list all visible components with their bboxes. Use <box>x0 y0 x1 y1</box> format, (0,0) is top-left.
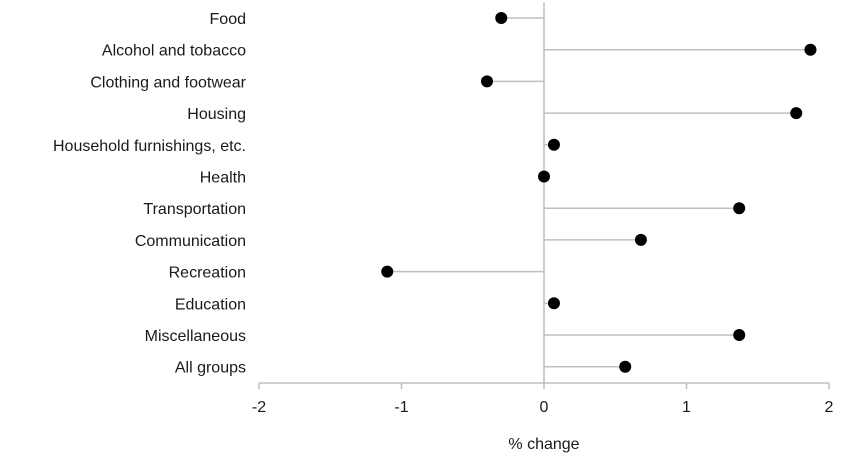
category-label-4: Household furnishings, etc. <box>53 138 246 155</box>
marker-7 <box>634 233 647 246</box>
category-label-8: Recreation <box>169 265 246 282</box>
marker-11 <box>619 360 632 373</box>
category-label-9: Education <box>175 296 246 313</box>
category-label-5: Health <box>200 170 246 187</box>
x-tick-label-4: 2 <box>825 399 834 416</box>
category-label-10: Miscellaneous <box>145 328 246 345</box>
marker-9 <box>547 297 560 310</box>
marker-6 <box>733 202 746 215</box>
marker-1 <box>804 43 817 56</box>
x-tick-label-1: -1 <box>394 399 408 416</box>
marker-4 <box>547 138 560 151</box>
category-label-11: All groups <box>175 360 246 377</box>
marker-8 <box>381 265 394 278</box>
category-label-2: Clothing and footwear <box>90 74 246 91</box>
x-tick-label-2: 0 <box>540 399 549 416</box>
category-label-3: Housing <box>187 106 246 123</box>
x-tick-label-0: -2 <box>252 399 266 416</box>
plot-area: -2 -1 0 1 2 Food Alcohol and tobacco Clothing a… <box>53 2 834 416</box>
category-label-1: Alcohol and tobacco <box>102 43 246 60</box>
marker-10 <box>733 329 746 341</box>
x-axis-title: % change <box>508 436 579 453</box>
category-label-6: Transportation <box>143 201 246 218</box>
marker-5 <box>538 170 550 183</box>
marker-0 <box>495 12 508 24</box>
marker-2 <box>481 75 493 88</box>
category-label-7: Communication <box>135 233 246 250</box>
x-tick-label-3: 1 <box>682 399 691 416</box>
category-label-0: Food <box>210 11 246 28</box>
marker-3 <box>790 107 803 120</box>
